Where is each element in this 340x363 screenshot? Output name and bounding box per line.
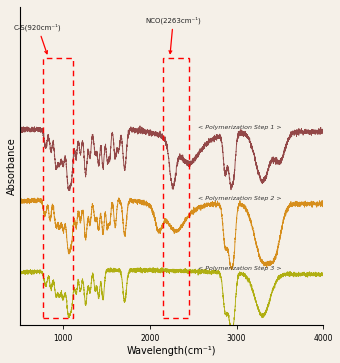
X-axis label: Wavelength(cm⁻¹): Wavelength(cm⁻¹) [127, 346, 216, 356]
Text: C-S(920cm⁻¹): C-S(920cm⁻¹) [14, 23, 62, 54]
Text: < Polymerization Step 3 >: < Polymerization Step 3 > [198, 266, 281, 271]
Text: NCO(2263cm⁻¹): NCO(2263cm⁻¹) [146, 16, 201, 53]
Bar [163, 58, 189, 318]
Y-axis label: Absorbance: Absorbance [7, 137, 17, 195]
Bar [43, 58, 73, 318]
Text: < Polymerization Step 2 >: < Polymerization Step 2 > [198, 196, 281, 201]
Text: < Polymerization Step 1 >: < Polymerization Step 1 > [198, 125, 281, 130]
